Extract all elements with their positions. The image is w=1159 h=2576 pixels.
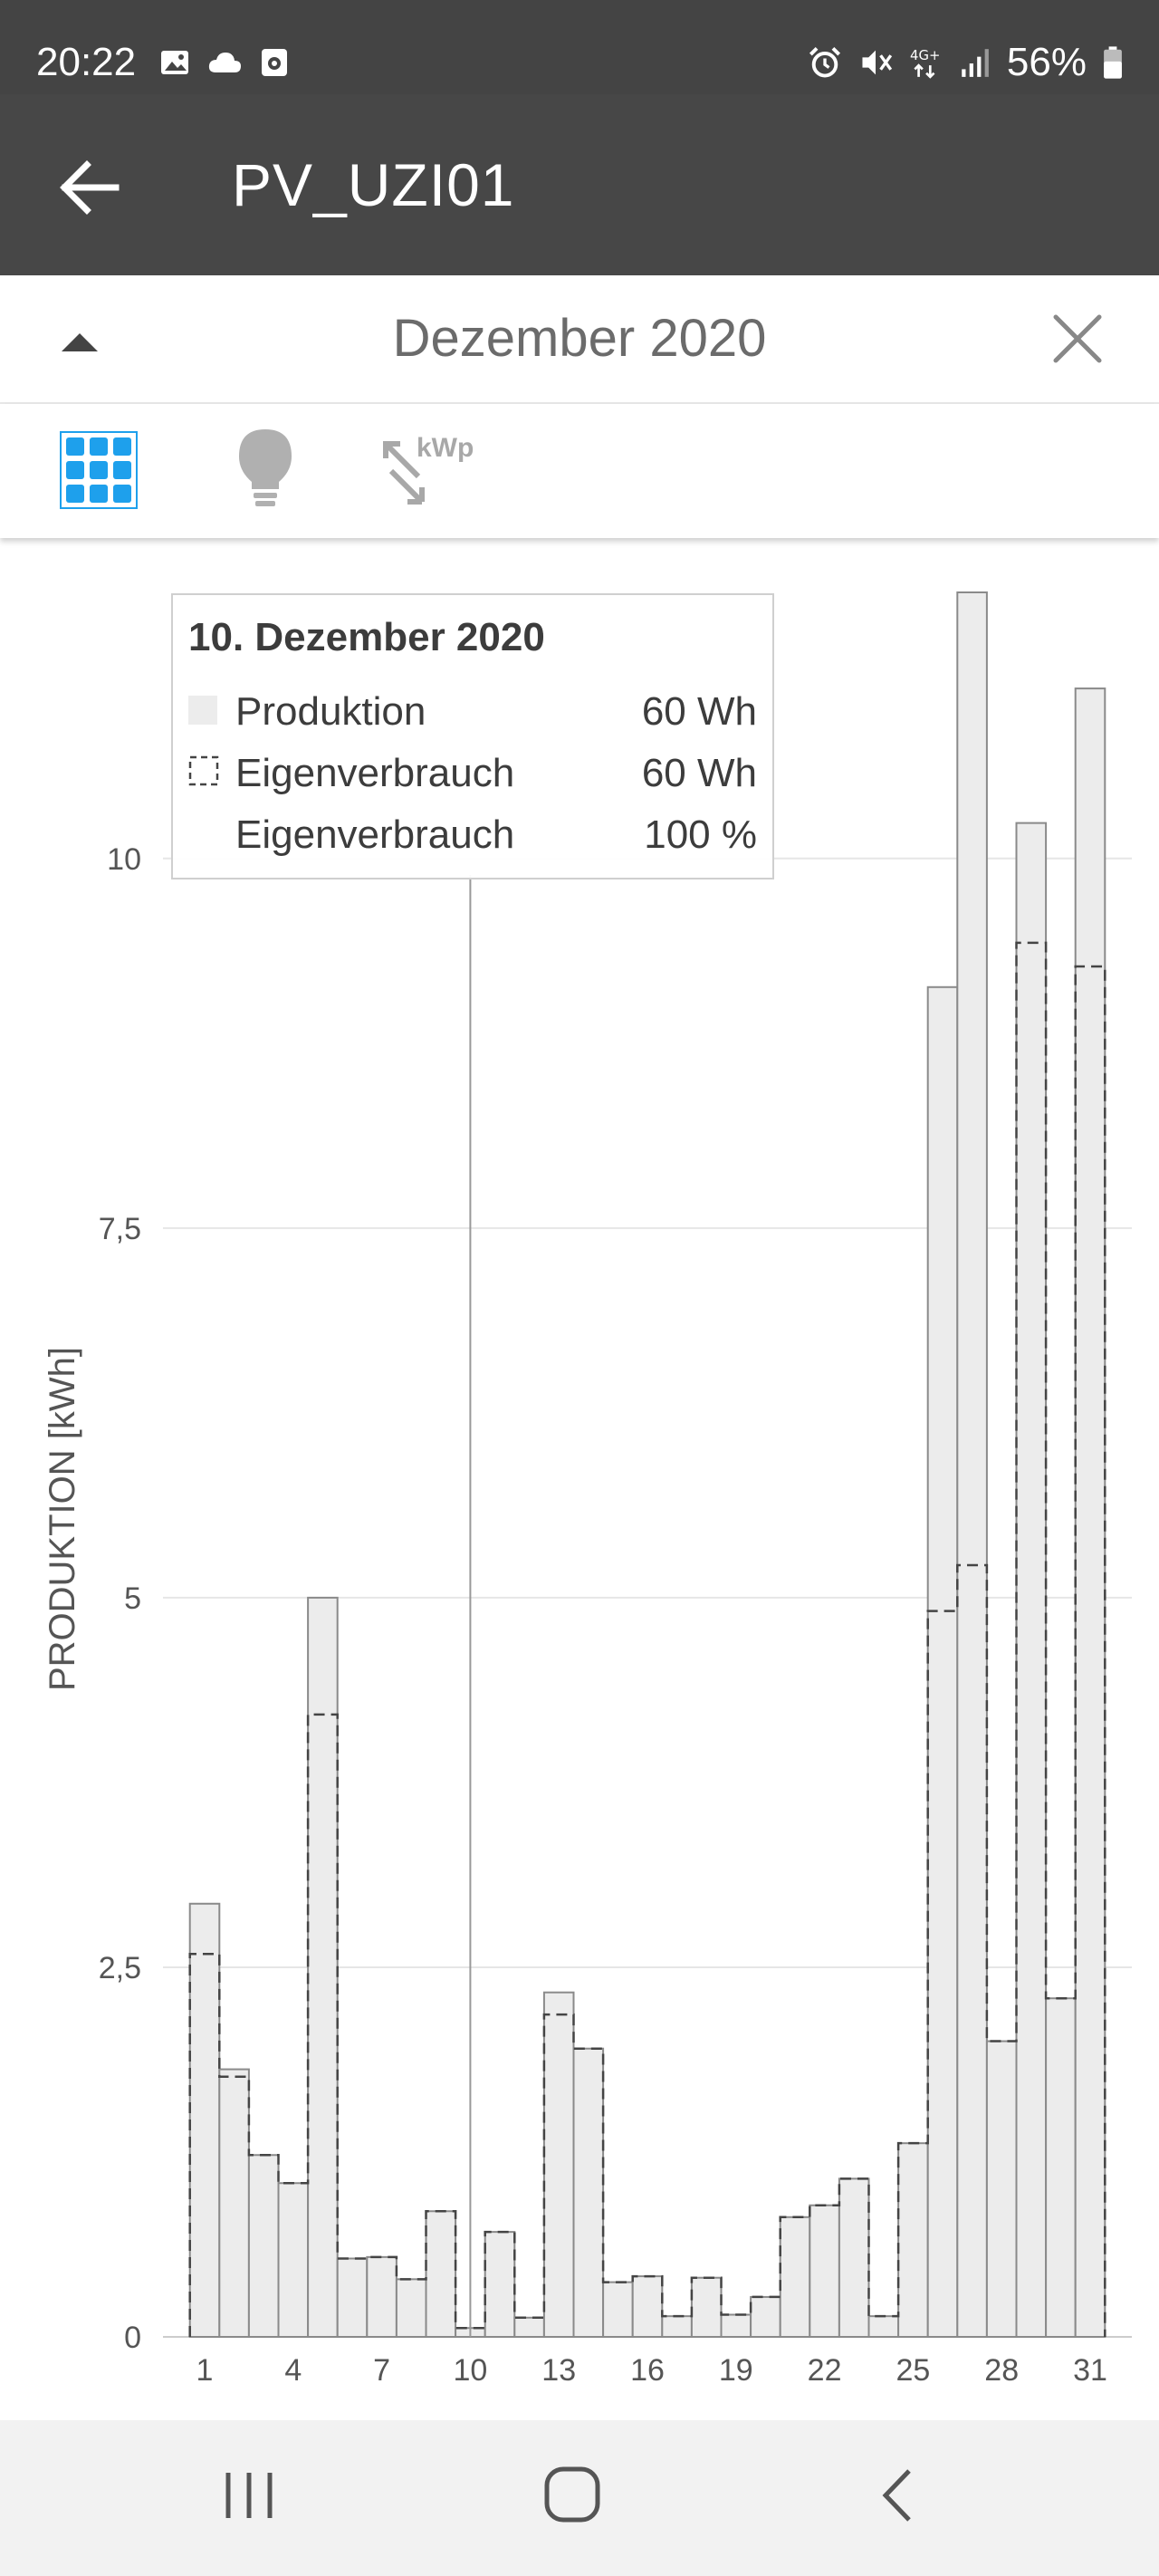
chart-area: 0 2,5 5 7,5 10 PRODUKTION [kWh] 1 4 7 10 13 16 19 22 2…	[0, 543, 1159, 2418]
bar-produktion[interactable]	[602, 2281, 634, 2339]
production-chart[interactable]: 0 2,5 5 7,5 10 PRODUKTION [kWh] 1 4 7 10 13 16 19 22 2…	[0, 543, 1159, 2418]
bar-produktion[interactable]	[1045, 1997, 1077, 2339]
battery-icon	[1104, 46, 1122, 79]
bar-produktion[interactable]	[985, 2040, 1018, 2338]
svg-text:4G+: 4G+	[910, 48, 940, 63]
x-tick-label: 25	[896, 2353, 930, 2388]
x-tick-label: 28	[984, 2353, 1019, 2388]
bar-produktion[interactable]	[956, 591, 988, 2338]
tooltip-box	[171, 593, 774, 879]
bar-produktion[interactable]	[897, 2142, 929, 2339]
alarm-icon	[809, 46, 840, 78]
recent-apps-icon[interactable]	[217, 2464, 281, 2527]
screen-record-icon	[262, 49, 287, 76]
bar-produktion[interactable]	[631, 2275, 664, 2339]
tooltip-title: 10. Dezember 2020	[188, 615, 545, 659]
home-icon[interactable]	[540, 2462, 605, 2527]
x-tick-label: 13	[541, 2353, 576, 2388]
y-tick-label: 10	[107, 842, 141, 877]
bar-produktion[interactable]	[188, 1902, 221, 2338]
lightbulb-icon[interactable]	[234, 426, 297, 513]
x-tick-label: 4	[284, 2353, 302, 2388]
status-time: 20:22	[36, 40, 137, 84]
bar-produktion[interactable]	[572, 2047, 605, 2338]
bar-produktion[interactable]	[247, 2154, 280, 2339]
app-title: PV_UZI01	[232, 151, 515, 218]
bar-produktion[interactable]	[277, 2182, 310, 2338]
bar-produktion[interactable]	[779, 2216, 811, 2338]
y-tick-label: 0	[124, 2321, 141, 2355]
bar-produktion[interactable]	[661, 2315, 693, 2339]
tooltip-row-value: 60 Wh	[642, 689, 757, 734]
x-tick-label: 19	[719, 2353, 753, 2388]
close-icon[interactable]	[1045, 306, 1110, 371]
x-tick-label: 10	[453, 2353, 487, 2388]
status-bar: 20:22 4G+	[0, 0, 1159, 94]
bar-produktion[interactable]	[1015, 822, 1048, 2338]
bar-produktion[interactable]	[307, 1596, 339, 2338]
bar-produktion[interactable]	[218, 2068, 250, 2338]
bar-produktion[interactable]	[425, 2210, 457, 2338]
arrow-left-icon[interactable]	[51, 147, 132, 228]
bar-produktion[interactable]	[336, 2257, 369, 2338]
bar-produktion[interactable]	[838, 2177, 870, 2339]
bar-produktion[interactable]	[542, 1991, 575, 2339]
signal-icon	[962, 49, 989, 77]
y-axis-label: PRODUKTION [kWh]	[43, 1347, 82, 1691]
mute-icon	[862, 50, 893, 75]
bar-produktion[interactable]	[720, 2313, 752, 2339]
view-toolbar: kWp	[0, 404, 1159, 538]
x-tick-label: 22	[808, 2353, 842, 2388]
x-tick-label: 1	[196, 2353, 214, 2388]
tooltip-row-value: 100 %	[644, 812, 757, 857]
network-4g-icon: 4G+	[910, 48, 940, 79]
tooltip-swatch-eigenverbrauch	[188, 755, 219, 786]
tooltip-row-label: Eigenverbrauch	[235, 751, 514, 795]
bar-produktion[interactable]	[750, 2295, 781, 2339]
app-bar: PV_UZI01	[0, 94, 1159, 275]
tooltip-row-label: Eigenverbrauch	[235, 812, 514, 857]
bar-produktion[interactable]	[484, 2231, 516, 2338]
cloud-icon	[208, 53, 241, 72]
bar-produktion[interactable]	[926, 985, 959, 2338]
bar-produktion[interactable]	[690, 2276, 723, 2339]
status-left-icons	[159, 47, 290, 78]
y-tick-label: 5	[124, 1581, 141, 1616]
y-tick-label: 2,5	[99, 1951, 141, 1985]
x-tick-label: 31	[1073, 2353, 1107, 2388]
kwp-scale-icon[interactable]: kWp	[375, 431, 493, 513]
kwp-label: kWp	[417, 433, 474, 463]
period-bar: Dezember 2020	[0, 275, 1159, 404]
back-chevron-icon[interactable]	[871, 2464, 925, 2527]
bar-produktion[interactable]	[366, 2255, 398, 2338]
bar-produktion[interactable]	[867, 2315, 900, 2339]
bar-produktion[interactable]	[1074, 687, 1106, 2338]
status-right-group: 4G+ 56%	[808, 40, 1123, 85]
bar-produktion[interactable]	[395, 2278, 427, 2339]
caret-up-icon[interactable]	[51, 315, 109, 366]
battery-percent: 56%	[1006, 40, 1087, 84]
gallery-icon	[161, 51, 188, 74]
period-label[interactable]: Dezember 2020	[392, 309, 767, 368]
tooltip-swatch-produktion	[188, 696, 217, 725]
x-tick-label: 16	[630, 2353, 665, 2388]
tooltip-row-label: Produktion	[235, 689, 426, 734]
bar-produktion[interactable]	[513, 2316, 545, 2339]
line-eigenverbrauch	[188, 941, 1106, 2337]
y-tick-label: 7,5	[99, 1212, 141, 1246]
tooltip-row-value: 60 Wh	[642, 751, 757, 795]
bar-produktion[interactable]	[809, 2204, 840, 2338]
solar-panel-icon[interactable]	[60, 431, 138, 509]
x-tick-label: 7	[373, 2353, 390, 2388]
navigation-bar	[0, 2420, 1159, 2576]
